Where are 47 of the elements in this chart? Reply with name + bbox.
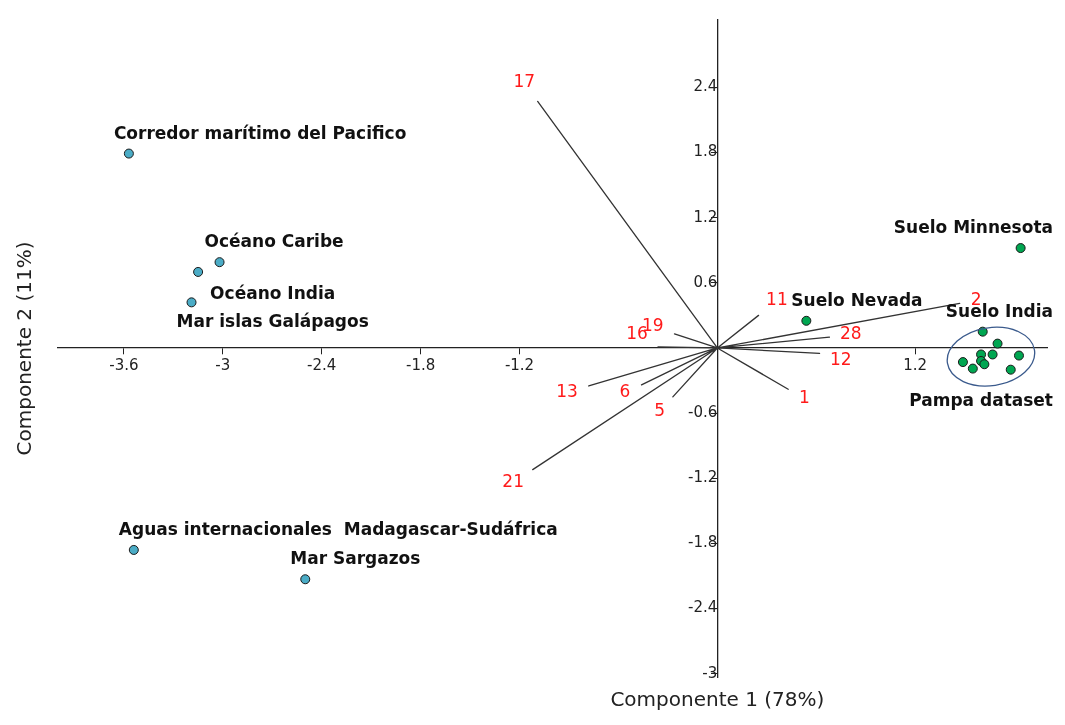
- annotation: Suelo Minnesota: [893, 217, 1054, 238]
- annotation: Aguas internacionales Madagascar-Sudáfrica: [118, 518, 558, 539]
- annotation: Mar islas Galápagos: [176, 311, 369, 332]
- x-tick-label: 1.2: [903, 355, 928, 374]
- annotation: 1: [798, 387, 810, 408]
- point: [186, 297, 197, 308]
- point: [957, 357, 968, 368]
- point: [992, 338, 1003, 349]
- annotation: Pampa dataset: [909, 389, 1053, 410]
- point: [1015, 243, 1026, 254]
- x-tick-label: -3.6: [109, 355, 139, 374]
- y-tick-label: -1.8: [688, 533, 718, 552]
- point: [214, 257, 225, 268]
- point: [193, 266, 204, 277]
- annotation: Corredor marítimo del Pacifico: [113, 122, 407, 143]
- annotation: 17: [513, 71, 536, 92]
- point: [801, 315, 812, 326]
- y-tick-label: -0.6: [688, 403, 718, 421]
- point: [123, 148, 134, 159]
- point: [1013, 350, 1024, 361]
- annotation: 28: [840, 323, 862, 344]
- annotation: 21: [502, 470, 524, 491]
- annotation: 13: [556, 380, 578, 401]
- point: [300, 574, 311, 585]
- annotation: Mar Sargazos: [290, 548, 421, 569]
- annotation: 6: [619, 381, 631, 402]
- y-tick-label: 1.2: [693, 207, 718, 226]
- y-axis-title: Componente 2 (11%): [12, 241, 37, 456]
- annotation: 12: [829, 349, 852, 370]
- annotation: 5: [654, 399, 666, 420]
- x-axis-title: Componente 1 (78%): [610, 687, 825, 712]
- point: [128, 544, 139, 555]
- y-tick-label: 1.8: [693, 142, 718, 161]
- y-tick-label: -1.2: [688, 468, 718, 487]
- x-tick-label: -1.8: [405, 355, 436, 374]
- annotation: Suelo Nevada: [791, 289, 923, 310]
- annotation: Océano India: [210, 282, 336, 303]
- point: [979, 359, 990, 370]
- y-tick-label: 0.6: [693, 272, 718, 291]
- annotation: Océano Caribe: [204, 231, 344, 252]
- point: [987, 349, 998, 360]
- point: [967, 363, 978, 374]
- point: [1005, 364, 1016, 375]
- x-tick-label: -3: [215, 355, 231, 374]
- annotation: 11: [766, 289, 788, 310]
- x-tick-label: -2.4: [307, 355, 337, 374]
- x-tick-label: -1.2: [504, 355, 535, 374]
